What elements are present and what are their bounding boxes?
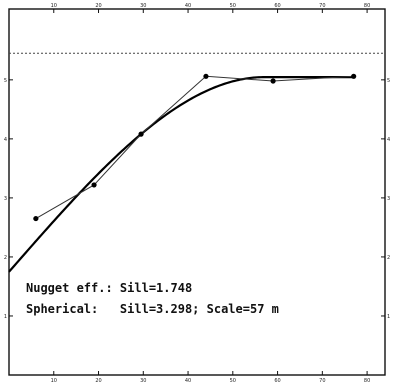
x-tick-label-top-2: 30 [140, 3, 146, 9]
y-tick-label-right-0: 1 [387, 314, 390, 320]
x-tick-label-bottom-7: 80 [364, 378, 370, 384]
data-point-1 [91, 182, 97, 188]
model-curve [8, 76, 354, 273]
x-tick-label-bottom-2: 30 [140, 378, 146, 384]
x-tick-label-bottom-0: 10 [51, 378, 57, 384]
x-tick-label-bottom-5: 60 [274, 378, 280, 384]
y-tick-label-left-4: 5 [4, 78, 7, 84]
data-point-3 [203, 73, 209, 79]
y-tick-label-right-4: 5 [387, 78, 390, 84]
experimental-points [33, 73, 357, 222]
y-tick-label-right-3: 4 [387, 137, 390, 143]
data-point-4 [270, 78, 276, 84]
y-tick-label-right-2: 3 [387, 196, 390, 202]
x-tick-label-top-1: 20 [95, 3, 101, 9]
x-tick-label-top-3: 40 [185, 3, 191, 9]
data-point-0 [33, 215, 39, 222]
x-tick-label-top-5: 60 [274, 3, 280, 9]
y-tick-label-left-1: 2 [4, 255, 7, 261]
x-tick-label-top-6: 70 [319, 3, 325, 9]
x-tick-label-top-0: 10 [51, 3, 57, 9]
y-tick-label-right-1: 2 [387, 255, 390, 261]
x-tick-label-bottom-6: 70 [319, 378, 325, 384]
experimental-line [35, 75, 354, 219]
x-tick-label-bottom-1: 20 [95, 378, 101, 384]
annotation-spherical: Spherical: Sill=3.298; Scale=57 m [26, 302, 279, 316]
data-point-5 [351, 73, 357, 79]
y-tick-label-left-3: 4 [4, 137, 7, 143]
y-tick-label-left-0: 1 [4, 314, 7, 320]
x-tick-label-bottom-4: 50 [230, 378, 236, 384]
x-tick-label-top-7: 80 [364, 3, 370, 9]
axis-ticks: 10 10 20 20 30 30 40 40 50 50 60 60 70 70 80 80 1 1 2 2 3 3 4 4… [4, 3, 390, 384]
x-tick-label-top-4: 50 [230, 3, 236, 9]
y-tick-label-left-2: 3 [4, 196, 7, 202]
plot-frame [8, 8, 386, 376]
data-point-2 [138, 131, 144, 137]
x-tick-label-bottom-3: 40 [185, 378, 191, 384]
annotation-nugget: Nugget eff.: Sill=1.748 [26, 281, 192, 295]
